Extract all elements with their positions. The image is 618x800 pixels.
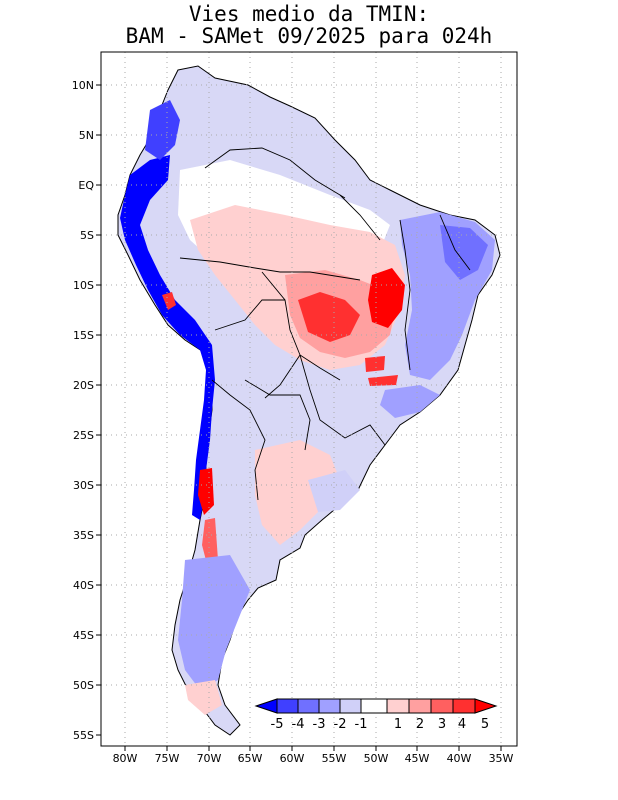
colorbar-label: 5 (481, 717, 489, 732)
lat-label: 15S (73, 329, 94, 342)
colorbar-label: 2 (416, 717, 424, 732)
map-frame (100, 51, 518, 747)
lon-label: 70W (197, 752, 222, 765)
field-andes-warm-north (162, 292, 176, 310)
lon-label: 45W (405, 752, 430, 765)
lon-label: 40W (447, 752, 472, 765)
lat-label: 25S (73, 429, 94, 442)
lat-label: 50S (73, 679, 94, 692)
colorbar-swatch (339, 698, 362, 714)
colorbar-swatch (360, 698, 388, 714)
lat-label: 10S (73, 279, 94, 292)
lat-label: 30S (73, 479, 94, 492)
field-andes-cold (120, 155, 215, 520)
lat-label: 10N (72, 79, 94, 92)
field-northeast-cooler (440, 225, 488, 280)
field-central-brazil-strong (298, 292, 360, 342)
colorbar-swatch (297, 698, 320, 714)
field-uruguay-cool (308, 470, 360, 512)
lon-label: 80W (113, 752, 138, 765)
lat-label: EQ (78, 179, 94, 192)
lat-label: 40S (73, 579, 94, 592)
field-mato-grosso-sul-hot (365, 356, 385, 372)
field-andes-warm-mid (202, 518, 218, 568)
field-pampas-warm (255, 440, 340, 545)
lon-label: 60W (280, 752, 305, 765)
colorbar-swatch (430, 698, 454, 714)
lat-label: 5S (80, 229, 94, 242)
lat-label: 5N (79, 129, 94, 142)
country-borders (179, 147, 471, 501)
map-field (117, 65, 501, 736)
field-andes-cool (145, 100, 180, 160)
colorbar-swatch (318, 698, 341, 714)
colorbar-label: 1 (394, 717, 402, 732)
colorbar-max-arrow (474, 698, 498, 714)
colorbar-label: -4 (292, 717, 305, 732)
lon-label: 35W (489, 752, 514, 765)
colorbar-swatch (276, 698, 299, 714)
chart-title-line2: BAM - SAMet 09/2025 para 024h (125, 24, 493, 48)
colorbar-label: -2 (334, 717, 347, 732)
colorbar-label: -3 (313, 717, 326, 732)
colorbar-label: -5 (271, 717, 284, 732)
colorbar: -5 -4 -3 -2 -1 1 2 3 4 5 (254, 698, 498, 732)
lat-label: 45S (73, 629, 94, 642)
lon-axis (124, 746, 502, 751)
graticule (101, 52, 517, 746)
colorbar-label: -1 (355, 717, 368, 732)
colorbar-label: 3 (438, 717, 446, 732)
lat-label: 35S (73, 529, 94, 542)
colorbar-swatch (386, 698, 410, 714)
lat-axis (96, 84, 101, 736)
colorbar-swatch (452, 698, 476, 714)
lon-label: 55W (322, 752, 347, 765)
lat-label: 55S (73, 729, 94, 742)
lon-label: 50W (364, 752, 389, 765)
colorbar-label: 4 (458, 717, 466, 732)
field-andes-warm-south (198, 468, 214, 515)
field-tocantins-hot (368, 268, 405, 328)
field-patagonia-pale (185, 680, 222, 715)
lon-label: 75W (155, 752, 180, 765)
lat-label: 20S (73, 379, 94, 392)
field-southeast-cool (380, 385, 440, 418)
field-patagonia-cool (178, 555, 250, 690)
colorbar-swatch (408, 698, 432, 714)
chart-title-line1: Vies medio da TMIN: (188, 2, 430, 26)
lon-label: 65W (238, 752, 263, 765)
